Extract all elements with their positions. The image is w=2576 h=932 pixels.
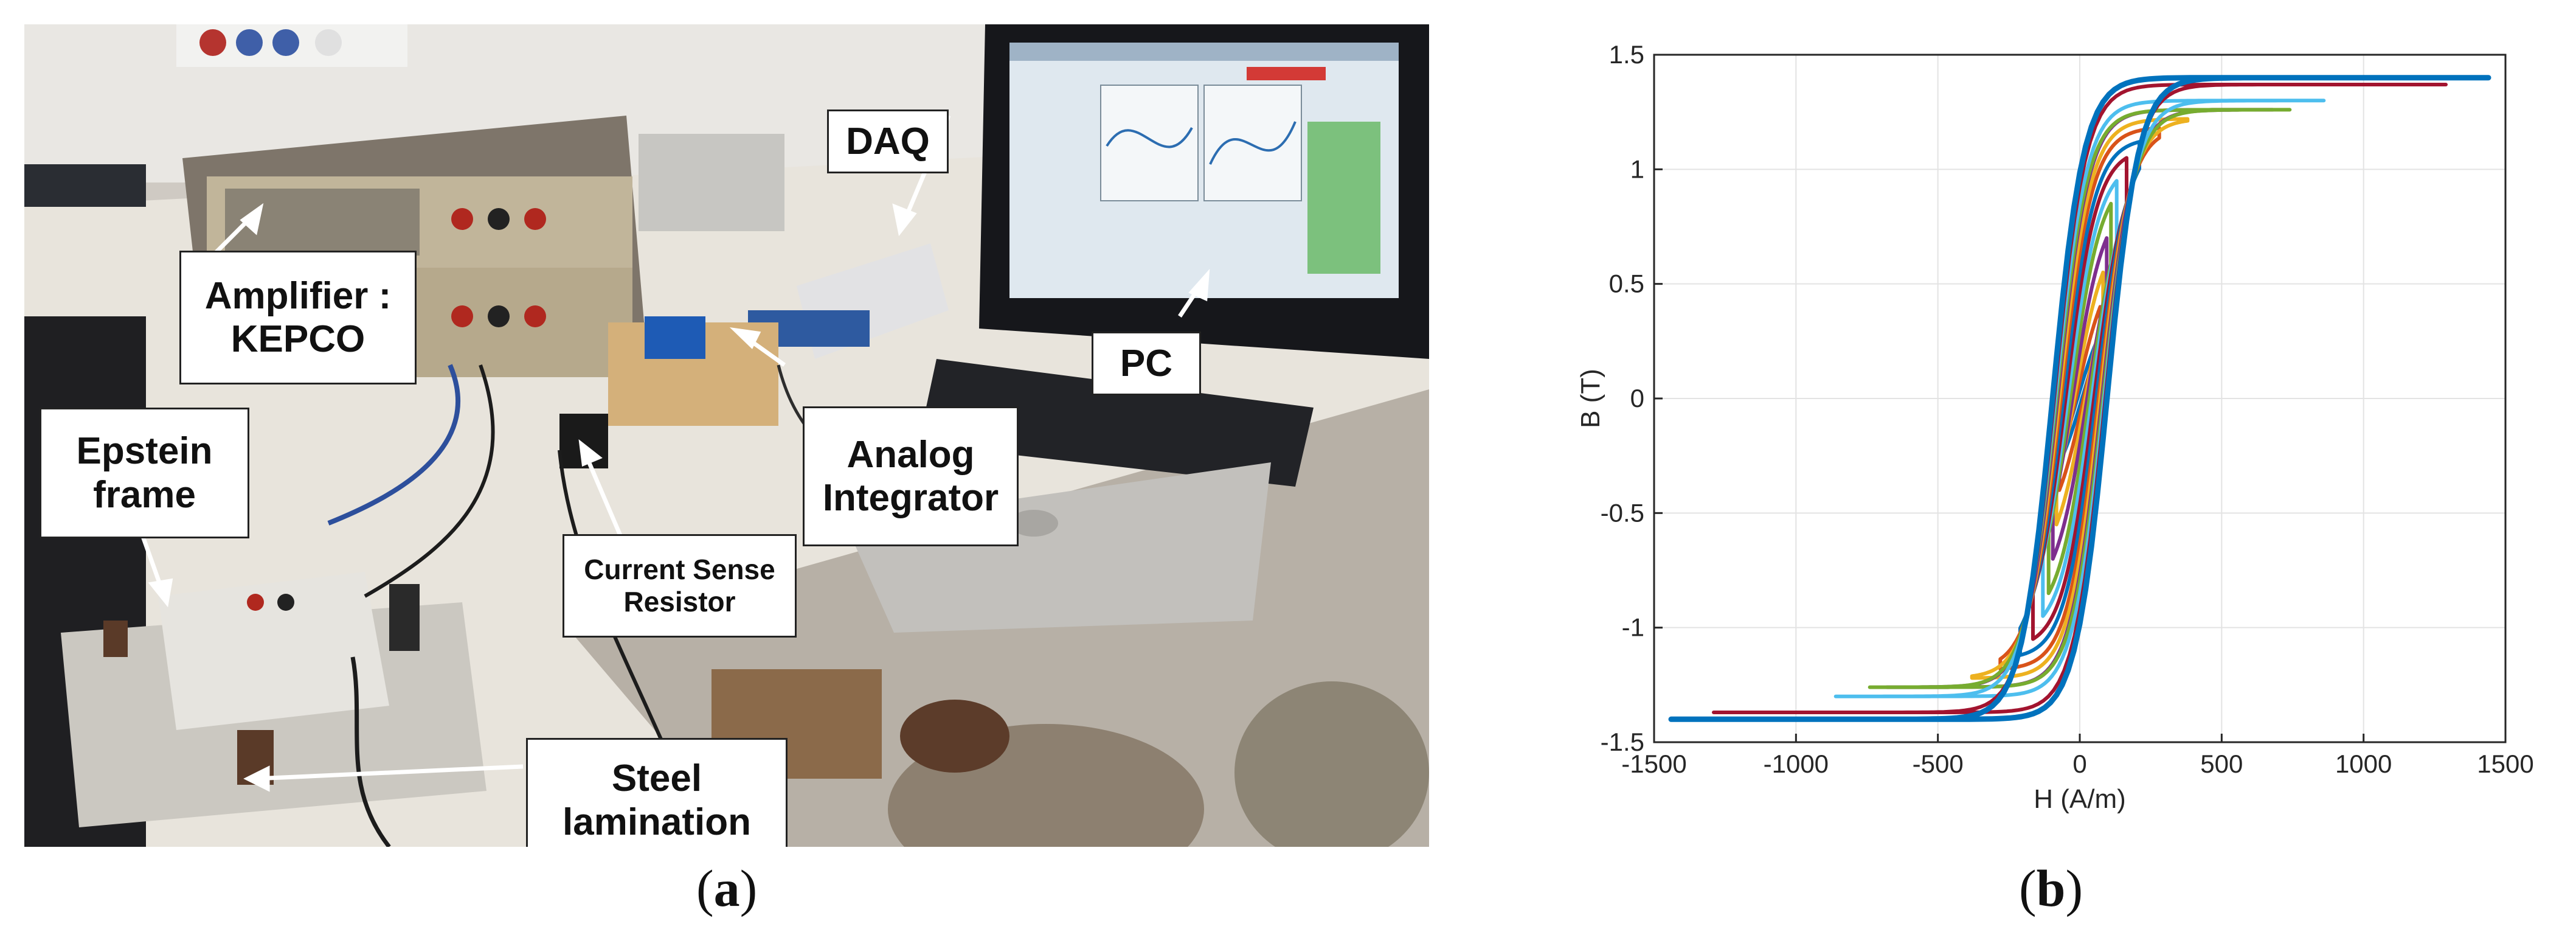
pc-callout: PC xyxy=(1092,332,1201,395)
y-tick-label: 1 xyxy=(1630,155,1644,183)
x-tick-label: -1000 xyxy=(1764,749,1829,778)
panel-a-label-letter: a xyxy=(713,859,740,917)
y-tick-label: -1.5 xyxy=(1601,728,1644,756)
x-tick-label: -500 xyxy=(1913,749,1964,778)
y-tick-label: -1 xyxy=(1622,613,1644,642)
panel-b-label-letter: b xyxy=(2036,859,2066,917)
panel-a-label-open: ( xyxy=(696,859,714,917)
y-tick-label: 0 xyxy=(1630,384,1644,412)
lab-setup-photo: DAQ Amplifier : KEPCO PC Epstein frame A… xyxy=(24,24,1429,847)
photo-illustration xyxy=(24,24,1429,847)
chart-ticks: -1500 -1000 -500 0 500 1000 1500 -1.5 -1 -0.5 0 0.5… xyxy=(1601,40,2534,778)
hysteresis-loop-series xyxy=(2031,156,2128,641)
steel-lamination-callout: Steel lamination xyxy=(526,738,788,847)
current-sense-resistor-callout: Current Sense Resistor xyxy=(563,534,797,638)
x-tick-label: 500 xyxy=(2200,749,2243,778)
analog-integrator-callout: Analog Integrator xyxy=(803,406,1019,546)
panel-b-label-open: ( xyxy=(2019,859,2037,917)
epstein-frame-callout: Epstein frame xyxy=(40,408,249,538)
chart-canvas: -1500 -1000 -500 0 500 1000 1500 -1.5 -1 -0.5 0 0.5… xyxy=(1576,40,2534,814)
chart-grid xyxy=(1653,54,2506,743)
x-axis-label: H (A/m) xyxy=(2034,784,2126,814)
y-tick-label: 1.5 xyxy=(1609,40,1644,69)
hysteresis-loop-series xyxy=(2051,236,2109,561)
y-tick-label: -0.5 xyxy=(1601,498,1644,527)
x-tick-label: 0 xyxy=(2072,749,2086,778)
hysteresis-loop-series xyxy=(2041,179,2119,618)
panel-a-label: (a) xyxy=(696,858,757,919)
y-tick-label: 0.5 xyxy=(1609,270,1644,298)
x-tick-label: 1000 xyxy=(2335,749,2392,778)
hysteresis-loop-series xyxy=(1668,75,2491,722)
panel-b-label-close: ) xyxy=(2065,859,2083,917)
chart-series-group xyxy=(1668,75,2491,722)
daq-callout: DAQ xyxy=(827,110,949,173)
x-tick-label: -1500 xyxy=(1621,749,1686,778)
y-axis-label: B (T) xyxy=(1576,369,1605,428)
panel-b-label: (b) xyxy=(2019,858,2083,919)
hysteresis-loop-series xyxy=(2046,201,2113,596)
panel-a-label-close: ) xyxy=(739,859,758,917)
hysteresis-loop-series xyxy=(1712,83,2448,714)
x-tick-label: 1500 xyxy=(2477,749,2533,778)
amplifier-callout: Amplifier : KEPCO xyxy=(179,251,417,384)
hysteresis-chart: -1500 -1000 -500 0 500 1000 1500 -1.5 -1 -0.5 0 0.5… xyxy=(1557,18,2576,852)
